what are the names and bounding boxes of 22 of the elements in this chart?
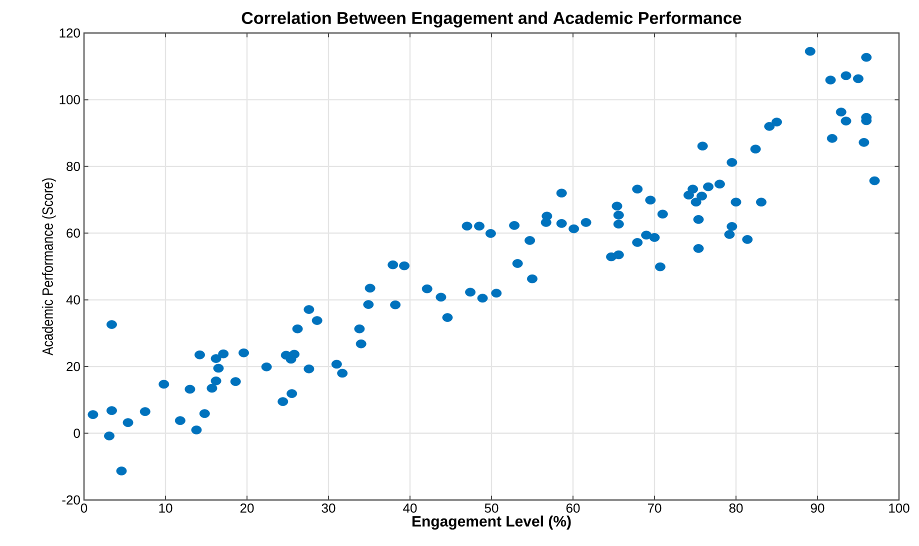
x-tick-label: 50 bbox=[484, 504, 498, 513]
x-tick-label: 70 bbox=[648, 504, 662, 513]
x-tick-label: 80 bbox=[729, 504, 743, 513]
x-tick-label: 30 bbox=[322, 504, 336, 513]
y-axis-title: Academic Performance (Score) bbox=[42, 178, 56, 356]
y-tick-label: 0 bbox=[74, 428, 80, 438]
x-axis-title: Engagement Level (%) bbox=[412, 516, 571, 530]
y-tick-label: 40 bbox=[66, 295, 80, 304]
x-tick-label: 40 bbox=[403, 504, 417, 513]
x-tick-label: 20 bbox=[240, 504, 254, 513]
x-tick-label: 60 bbox=[566, 504, 580, 513]
chart-title: Correlation Between Engagement and Academic Performance bbox=[242, 12, 742, 28]
x-tick-label: 90 bbox=[810, 504, 824, 513]
y-tick-label: 80 bbox=[66, 162, 80, 172]
x-tick-label: 100 bbox=[889, 504, 910, 513]
y-tick-label: 100 bbox=[60, 95, 80, 104]
y-tick-label: 120 bbox=[60, 28, 80, 38]
x-tick-label: 0 bbox=[80, 504, 88, 513]
x-tick-label: 10 bbox=[159, 504, 172, 513]
y-tick-label: 60 bbox=[66, 228, 80, 238]
y-tick-label: -20 bbox=[62, 495, 80, 505]
y-tick-label: 20 bbox=[66, 362, 80, 372]
